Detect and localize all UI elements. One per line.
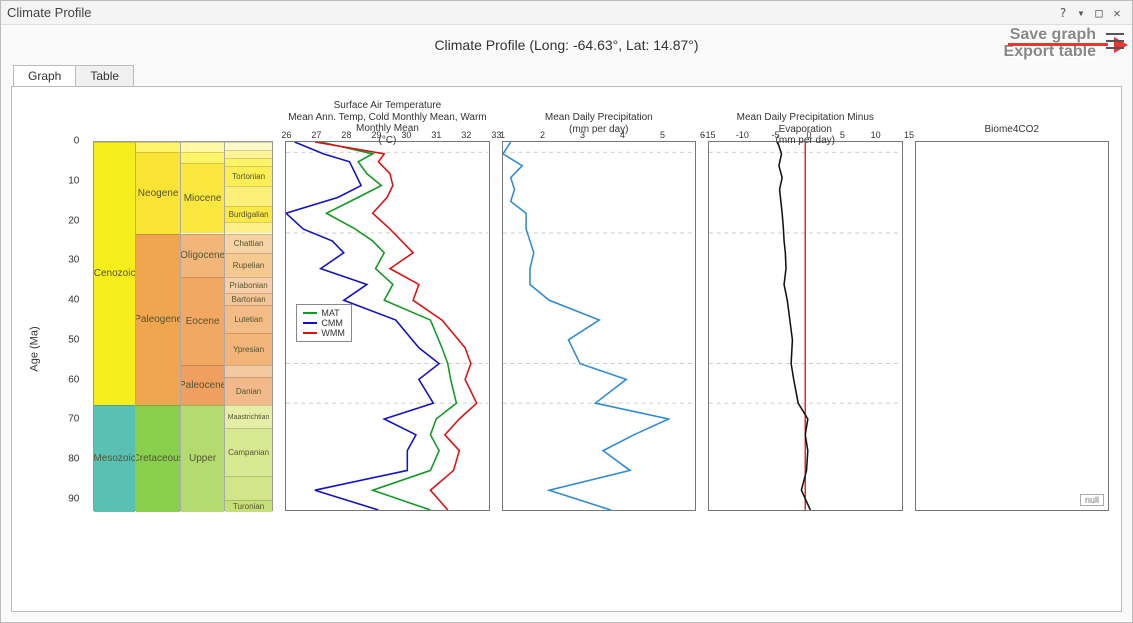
strat-cell: Cretaceous	[136, 405, 180, 512]
strat-subcolumn: MioceneOligoceneEocenePaleoceneUpper	[181, 142, 225, 510]
precip-minus-evap-panel: Mean Daily Precipitation Minus Evaporati…	[708, 141, 902, 511]
x-tick: -10	[736, 130, 749, 140]
x-tick: 3	[580, 130, 585, 140]
tab-graph[interactable]: Graph	[13, 65, 76, 86]
strat-cell: Oligocene	[181, 234, 224, 278]
y-tick: 70	[68, 414, 79, 425]
stratigraphy-column: CenozoicMesozoicNeogenePaleogeneCretaceo…	[93, 141, 273, 511]
x-tick: 31	[431, 130, 441, 140]
window-title: Climate Profile	[7, 5, 1054, 20]
minimize-icon[interactable]: ▾	[1072, 6, 1090, 20]
content-pane: Age (Ma) 0102030405060708090 CenozoicMes…	[11, 86, 1122, 612]
biome-title: Biome4CO2	[916, 124, 1108, 136]
strat-cell: Turonian	[225, 500, 272, 512]
precipitation-panel: Mean Daily Precipitation (mm per day) 12…	[502, 141, 696, 511]
strat-cell: Paleocene	[181, 365, 224, 405]
strat-subcolumn: NeogenePaleogeneCretaceous	[136, 142, 181, 510]
strat-cell: Lutetian	[225, 305, 272, 333]
strat-cell	[225, 222, 272, 234]
strat-cell: Ypresian	[225, 333, 272, 365]
x-tick: 4	[620, 130, 625, 140]
y-tick: 40	[68, 295, 79, 306]
strat-cell: Cenozoic	[94, 142, 135, 405]
y-tick: 30	[68, 255, 79, 266]
x-tick: 1	[500, 130, 505, 140]
strat-cell	[181, 152, 224, 163]
y-tick: 50	[68, 334, 79, 345]
biome-panel: Biome4CO2 null	[915, 141, 1109, 511]
strat-cell	[181, 142, 224, 152]
chart-row: Age (Ma) 0102030405060708090 CenozoicMes…	[24, 99, 1109, 599]
strat-cell: Upper	[181, 405, 224, 512]
strat-cell	[136, 142, 180, 152]
help-icon[interactable]: ?	[1054, 6, 1072, 20]
y-tick: 0	[74, 136, 80, 147]
strat-subcolumn: Tortonian Burdigalian ChattianRupelianPria…	[225, 142, 272, 510]
strat-cell: Burdigalian	[225, 206, 272, 222]
x-tick: 10	[871, 130, 881, 140]
biome-null-label: null	[1080, 494, 1104, 506]
y-axis-ticks: 0102030405060708090	[58, 141, 81, 511]
strat-cell: Rupelian	[225, 253, 272, 277]
strat-cell: Miocene	[181, 163, 224, 233]
close-icon[interactable]: ✕	[1108, 6, 1126, 20]
y-axis-label-col: Age (Ma)	[24, 99, 46, 599]
x-tick: 15	[904, 130, 914, 140]
strat-cell	[225, 142, 272, 150]
strat-cell: Eocene	[181, 277, 224, 365]
temperature-panel: Surface Air Temperature Mean Ann. Temp, …	[285, 141, 489, 511]
strat-subcolumn: CenozoicMesozoic	[94, 142, 136, 510]
x-tick: -15	[703, 130, 716, 140]
page-subtitle: Climate Profile (Long: -64.63°, Lat: 14.…	[434, 37, 698, 53]
x-tick: 2	[540, 130, 545, 140]
y-tick: 20	[68, 215, 79, 226]
strat-cell	[225, 476, 272, 500]
strat-cell: Paleogene	[136, 234, 180, 405]
strat-cell: Chattian	[225, 234, 272, 254]
strat-cell: Danian	[225, 377, 272, 405]
y-tick: 60	[68, 374, 79, 385]
y-tick: 90	[68, 494, 79, 505]
header-row: Climate Profile (Long: -64.63°, Lat: 14.…	[1, 25, 1132, 65]
x-tick: 32	[461, 130, 471, 140]
temperature-legend: MATCMMWMM	[296, 304, 352, 342]
strat-cell	[225, 150, 272, 158]
maximize-icon[interactable]: □	[1090, 6, 1108, 20]
x-tick: 5	[840, 130, 845, 140]
x-tick: 30	[401, 130, 411, 140]
strat-cell: Mesozoic	[94, 405, 135, 512]
strat-cell	[225, 186, 272, 206]
x-tick: 26	[281, 130, 291, 140]
strat-cell: Tortonian	[225, 166, 272, 186]
tab-table[interactable]: Table	[76, 65, 134, 86]
x-tick: -5	[772, 130, 780, 140]
strat-cell: Priabonian	[225, 277, 272, 293]
hamburger-menu-icon[interactable]	[1106, 33, 1124, 49]
legend-item: MAT	[303, 308, 345, 318]
strat-cell: Maastrichtian	[225, 405, 272, 429]
strat-cell: Campanian	[225, 428, 272, 476]
y-tick: 10	[68, 175, 79, 186]
app-window: Climate Profile ? ▾ □ ✕ Climate Profile …	[0, 0, 1133, 623]
x-tick: 29	[371, 130, 381, 140]
x-tick: 28	[341, 130, 351, 140]
strat-cell	[225, 158, 272, 166]
x-tick: 5	[660, 130, 665, 140]
strat-cell	[225, 365, 272, 377]
y-axis-label: Age (Ma)	[29, 326, 41, 371]
legend-item: CMM	[303, 318, 345, 328]
strat-cell: Neogene	[136, 152, 180, 233]
x-tick: 27	[311, 130, 321, 140]
strat-cell: Bartonian	[225, 293, 272, 305]
y-tick: 80	[68, 454, 79, 465]
tab-bar: Graph Table	[1, 65, 1132, 86]
x-tick: 0	[807, 130, 812, 140]
titlebar: Climate Profile ? ▾ □ ✕	[1, 1, 1132, 25]
legend-item: WMM	[303, 328, 345, 338]
